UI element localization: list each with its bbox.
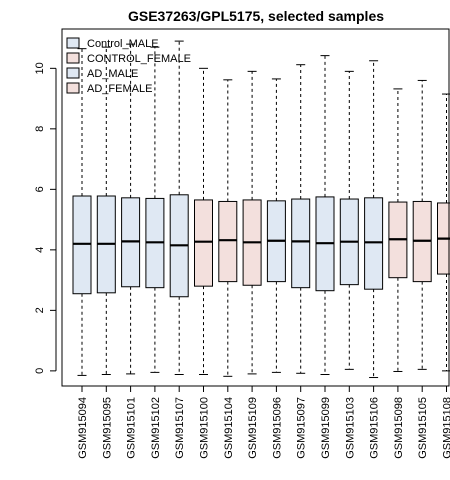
- box-GSM915103: [339, 70, 359, 370]
- legend-item: CONTROL_FEMALE: [66, 52, 191, 65]
- box-GSM915108: [437, 93, 450, 372]
- chart-title: GSE37263/GPL5175, selected samples: [128, 8, 384, 24]
- box-GSM915096: [266, 78, 286, 373]
- legend-label: CONTROL_FEMALE: [87, 53, 191, 65]
- box-GSM915105: [412, 79, 432, 370]
- x-tick-label: GSM915106: [369, 397, 381, 459]
- axes-layer: GSM915094 GSM915095 GSM915101 GSM915102 GSM9…: [34, 62, 450, 459]
- x-tick-label: GSM915094: [77, 397, 89, 459]
- y-tick-label: 6: [34, 186, 46, 192]
- x-tick-label: GSM915107: [174, 397, 186, 459]
- y-tick-label: 4: [34, 247, 46, 253]
- iqr-box: [364, 197, 384, 290]
- iqr-box: [194, 199, 213, 287]
- legend-label: AD_FEMALE: [87, 83, 152, 95]
- box-GSM915109: [242, 70, 262, 375]
- x-tick-label: GSM915095: [101, 397, 113, 459]
- box-GSM915107: [169, 40, 189, 376]
- box-GSM915095: [96, 46, 116, 376]
- legend-label: AD_MALE: [87, 68, 138, 80]
- x-tick-label: GSM915103: [344, 397, 356, 459]
- legend-swatch: [66, 37, 80, 49]
- y-tick-label: 0: [34, 368, 46, 374]
- plot-frame: [61, 28, 450, 387]
- legend-item: AD_MALE: [66, 67, 138, 80]
- legend-item: Control_MALE: [66, 37, 159, 50]
- legend: Control_MALE CONTROL_FEMALE AD_MALE AD_FEMA…: [66, 37, 191, 95]
- x-tick-label: GSM915097: [296, 397, 308, 459]
- box-GSM915104: [218, 79, 238, 377]
- boxes-layer: [72, 40, 450, 379]
- x-tick-label: GSM915105: [417, 397, 429, 459]
- box-GSM915097: [291, 64, 311, 374]
- y-tick-label: 2: [34, 307, 46, 313]
- x-tick-label: GSM915108: [442, 397, 450, 459]
- x-tick-label: GSM915109: [247, 397, 259, 459]
- legend-swatch: [66, 67, 80, 79]
- x-tick-label: GSM915096: [271, 397, 283, 459]
- legend-item: AD_FEMALE: [66, 82, 152, 95]
- y-tick-label: 10: [34, 62, 46, 74]
- iqr-box: [291, 198, 311, 289]
- legend-swatch: [66, 82, 80, 94]
- x-tick-label: GSM915100: [199, 397, 211, 459]
- box-GSM915100: [194, 67, 213, 376]
- y-tick-label: 8: [34, 126, 46, 132]
- x-tick-label: GSM915104: [223, 397, 235, 459]
- x-tick-label: GSM915102: [150, 397, 162, 459]
- x-tick-label: GSM915101: [126, 397, 138, 459]
- iqr-box: [218, 200, 238, 283]
- legend-swatch: [66, 52, 80, 64]
- box-GSM915102: [145, 46, 165, 373]
- x-tick-label: GSM915098: [393, 397, 405, 459]
- legend-label: Control_MALE: [87, 38, 159, 50]
- x-tick-label: GSM915099: [320, 397, 332, 459]
- box-GSM915094: [72, 48, 92, 376]
- box-GSM915099: [315, 55, 335, 376]
- box-GSM915106: [364, 60, 384, 379]
- box-GSM915101: [121, 43, 141, 375]
- box-GSM915098: [388, 88, 408, 372]
